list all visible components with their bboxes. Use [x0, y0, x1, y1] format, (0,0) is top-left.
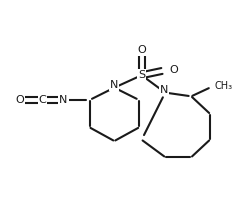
Text: O: O: [137, 45, 145, 55]
Text: C: C: [38, 95, 46, 105]
Text: N: N: [159, 85, 168, 95]
Text: N: N: [110, 80, 118, 90]
Text: S: S: [138, 70, 144, 80]
Text: CH₃: CH₃: [214, 81, 232, 91]
Text: O: O: [16, 95, 24, 105]
Text: N: N: [59, 95, 67, 105]
Text: O: O: [168, 64, 177, 75]
